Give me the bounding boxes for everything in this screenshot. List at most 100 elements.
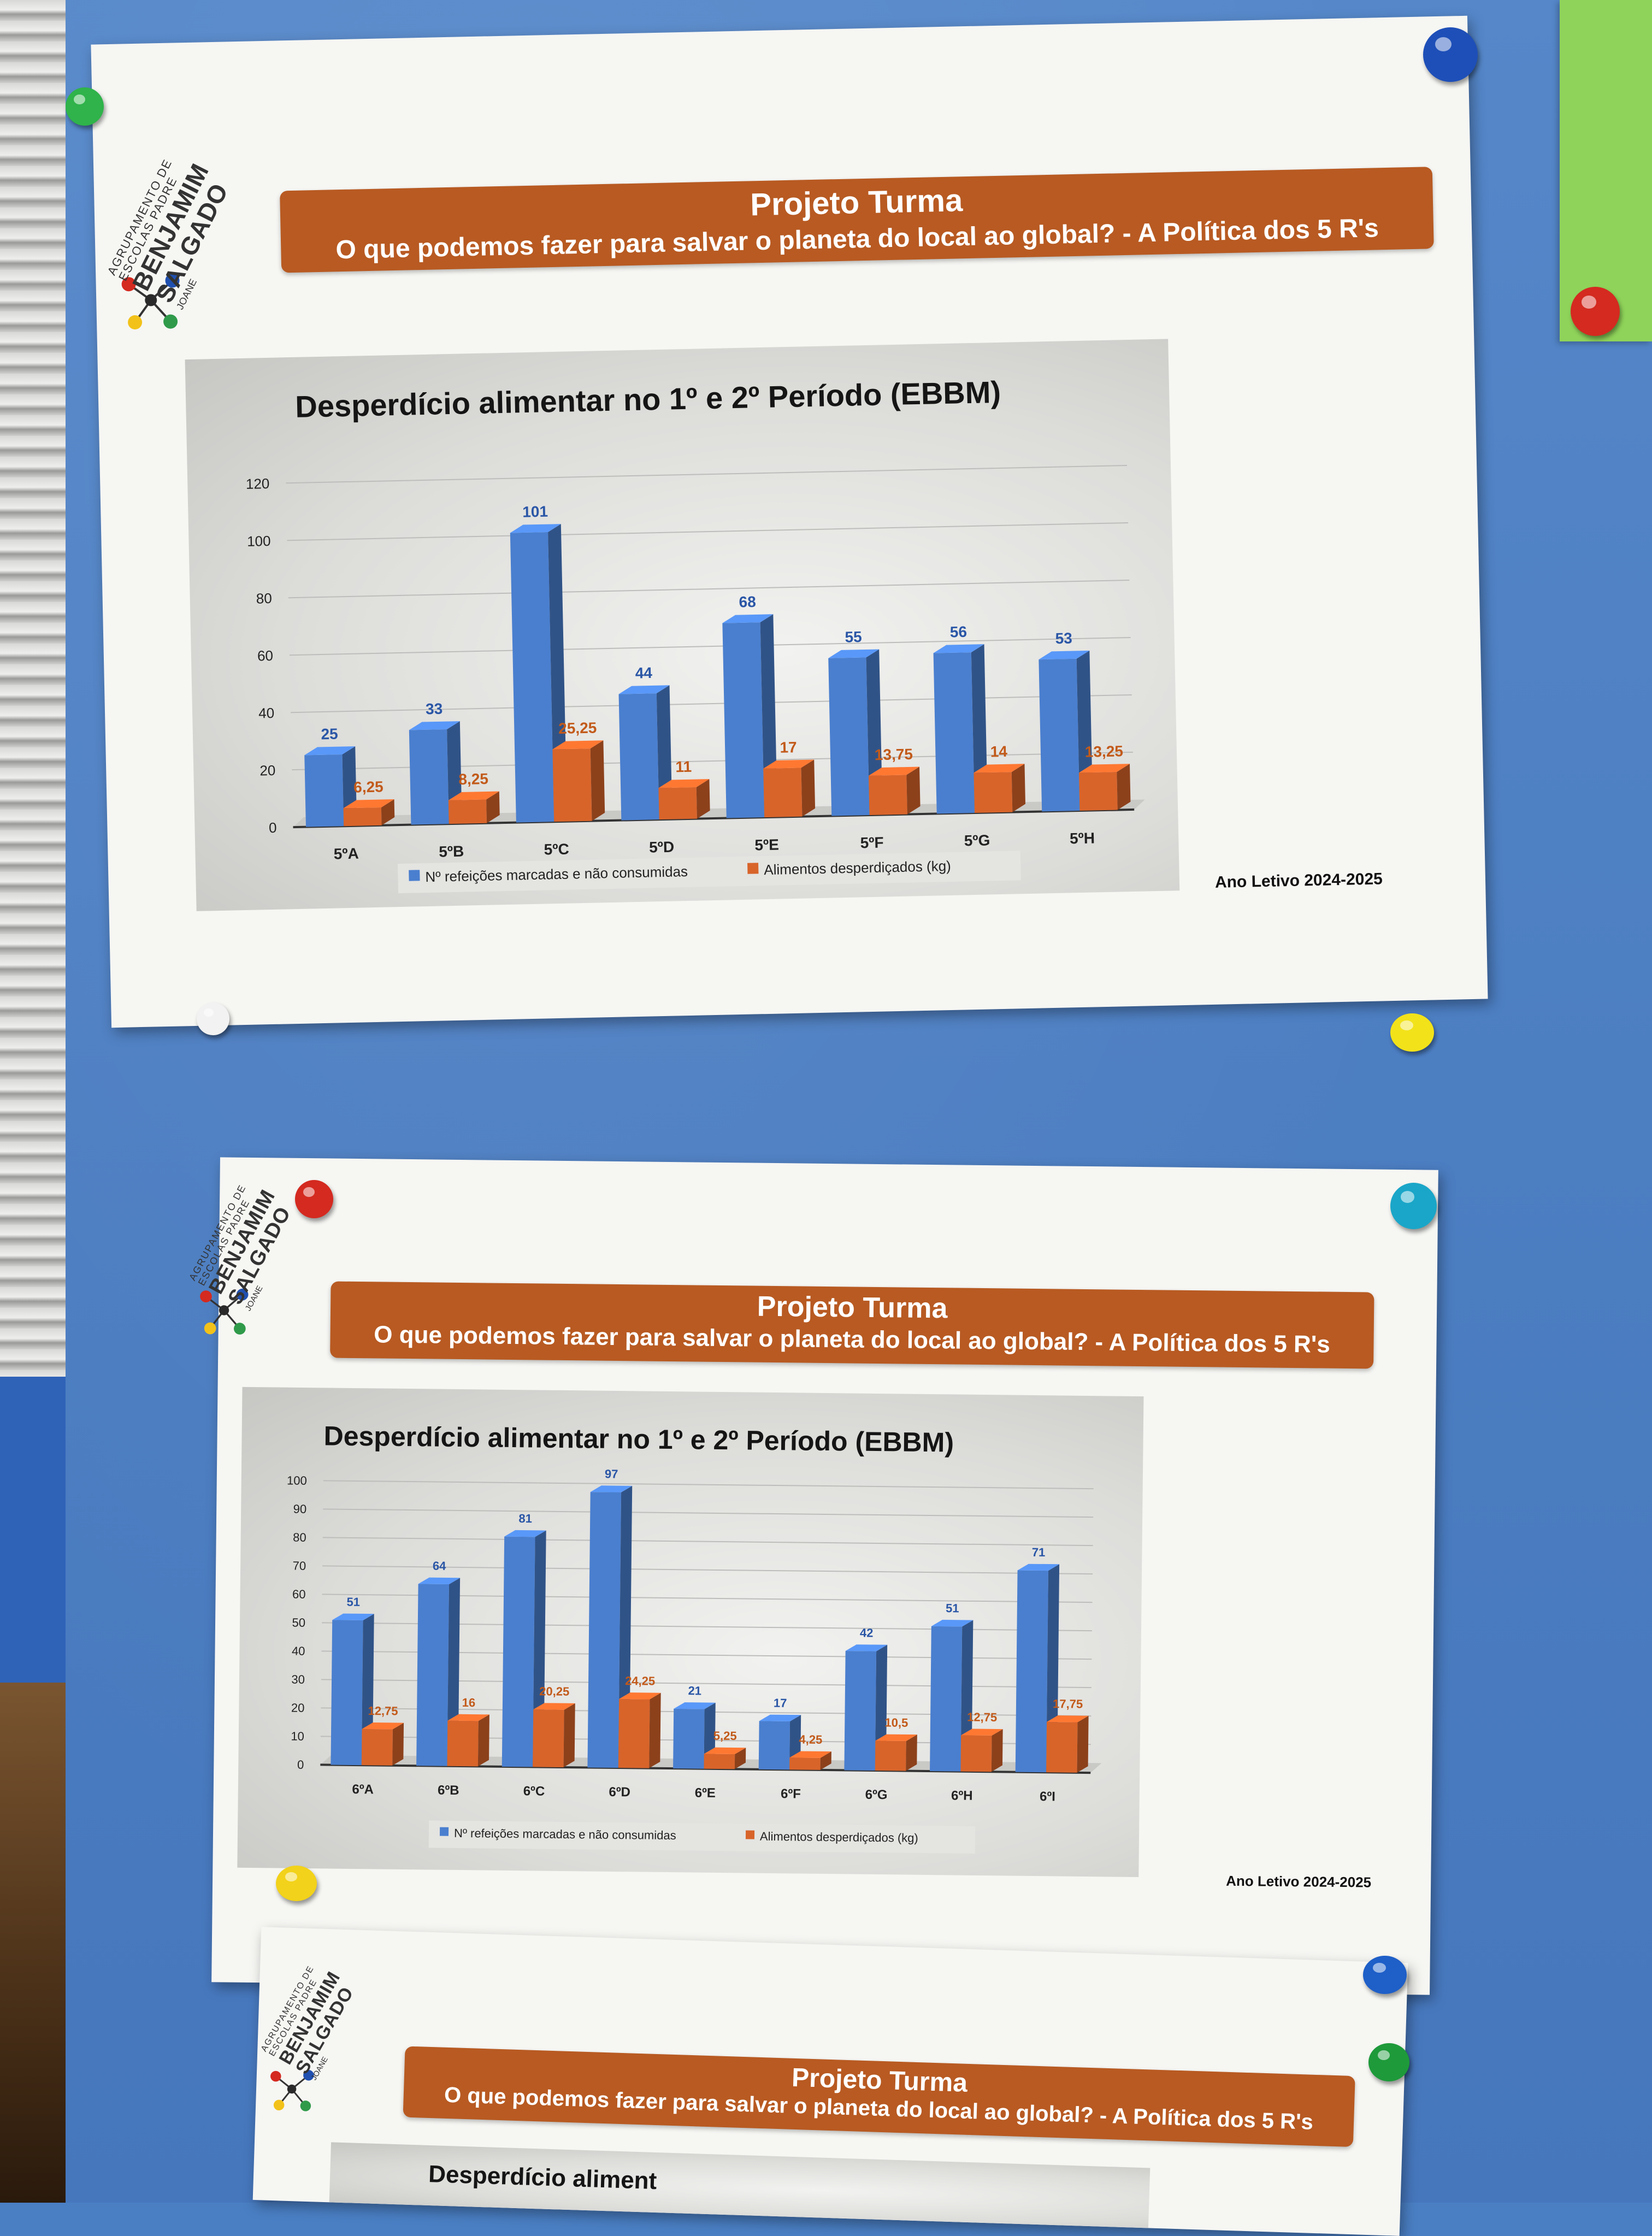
bar-meals	[587, 1492, 622, 1768]
x-category-label: 6ºE	[695, 1786, 716, 1801]
bar-food-waste-side	[649, 1692, 661, 1768]
bar-food-waste-top	[1079, 764, 1130, 773]
legend-swatch-food-waste	[745, 1830, 755, 1839]
bar-meals-top	[759, 1714, 801, 1721]
y-tick-label: 100	[247, 533, 271, 550]
legend-label-food-waste: Alimentos desperdiçados (kg)	[760, 1830, 918, 1845]
school-year: Ano Letivo 2024-2025	[1226, 1872, 1372, 1891]
legend-label-food-waste: Alimentos desperdiçados (kg)	[764, 858, 951, 878]
y-tick-label: 0	[297, 1758, 304, 1772]
data-label-meals: 21	[688, 1684, 701, 1697]
bar-meals-top	[933, 644, 984, 653]
bar-meals	[758, 1721, 790, 1770]
data-label-food-waste: 17,75	[1053, 1697, 1083, 1711]
bar-meals-top	[510, 524, 561, 533]
bar-meals-top	[304, 746, 356, 756]
bar-food-waste-side	[1011, 764, 1025, 812]
data-label-meals: 25	[321, 725, 338, 743]
bar-food-waste-side	[820, 1751, 831, 1770]
bar-food-waste	[960, 1735, 992, 1772]
legend-box	[397, 851, 1021, 894]
chart-panel-5th-grade: Desperdício alimentar no 1º e 2º Período…	[185, 339, 1180, 911]
y-tick-label: 60	[292, 1587, 306, 1601]
bar-food-waste	[658, 787, 697, 820]
project-banner: Projeto Turma O que podemos fazer para s…	[403, 2046, 1355, 2147]
bar-food-waste-side	[381, 799, 395, 825]
chart-title: Desperdício alimentar no 1º e 2º Período…	[323, 1420, 954, 1458]
bar-meals	[930, 1626, 963, 1772]
data-label-meals: 51	[946, 1601, 959, 1615]
data-label-food-waste: 8,25	[458, 770, 488, 788]
chart-panel-partial: Desperdício aliment	[329, 2142, 1150, 2228]
data-label-food-waste: 12,75	[368, 1704, 398, 1718]
x-category-label: 5ºB	[439, 843, 464, 860]
bar-food-waste-side	[991, 1729, 1003, 1772]
x-category-label: 5ºF	[860, 834, 884, 852]
data-label-meals: 51	[346, 1595, 360, 1609]
data-label-food-waste: 16	[462, 1696, 476, 1709]
school-logo: AGRUPAMENTO DE ESCOLAS PADRE BENJAMIM SA…	[104, 157, 261, 355]
gridline	[291, 694, 1132, 713]
x-category-label: 6ºA	[352, 1782, 374, 1797]
bar-food-waste-side	[734, 1748, 746, 1769]
bar-food-waste-side	[590, 740, 605, 821]
chart-panel-6th-grade: Desperdício alimentar no 1º e 2º Período…	[237, 1387, 1144, 1878]
bar-meals-top	[845, 1644, 888, 1651]
data-label-meals: 33	[426, 700, 443, 718]
bar-meals	[933, 652, 975, 814]
bar-meals	[409, 729, 449, 825]
data-label-meals: 53	[1055, 630, 1072, 647]
gridline	[323, 1508, 1094, 1518]
data-label-food-waste: 5,25	[713, 1729, 737, 1743]
bar-food-waste-top	[362, 1722, 404, 1730]
data-label-meals: 71	[1032, 1545, 1046, 1559]
bar-food-waste-top	[763, 759, 815, 769]
bar-meals-top	[504, 1530, 546, 1537]
push-pin	[1571, 287, 1620, 336]
bar-food-waste-top	[1047, 1715, 1089, 1722]
data-label-meals: 55	[845, 628, 862, 646]
bar-food-waste-side	[1117, 764, 1131, 810]
data-label-meals: 81	[518, 1512, 532, 1525]
bar-food-waste-side	[392, 1722, 404, 1766]
x-category-label: 6ºH	[951, 1788, 973, 1803]
y-tick-label: 70	[293, 1559, 306, 1572]
chart-floor	[293, 799, 1145, 828]
gridline	[322, 1537, 1093, 1547]
bar-food-waste-side	[477, 1714, 489, 1767]
bar-food-waste-side	[486, 791, 500, 823]
chart-title: Desperdício alimentar no 1º e 2º Período…	[295, 375, 1001, 424]
bar-food-waste-top	[875, 1734, 917, 1741]
bar-meals	[722, 622, 765, 818]
bar-food-waste-top	[447, 1714, 489, 1721]
data-label-meals: 17	[774, 1696, 787, 1710]
x-category-label: 6ºB	[438, 1783, 459, 1798]
x-category-label: 5ºC	[544, 841, 569, 858]
data-label-food-waste: 25,25	[558, 719, 597, 737]
data-label-meals: 101	[522, 503, 548, 521]
bar-food-waste	[552, 748, 592, 822]
bar-meals	[416, 1584, 449, 1766]
bar-food-waste-top	[552, 740, 604, 750]
bar-meals-top	[332, 1613, 374, 1620]
x-category-label: 6ºF	[781, 1786, 801, 1801]
data-label-food-waste: 13,75	[875, 746, 913, 763]
gridline	[286, 465, 1128, 484]
x-category-label: 6ºD	[609, 1785, 630, 1800]
bar-meals	[618, 693, 659, 821]
poster-partial: AGRUPAMENTO DE ESCOLAS PADRE BENJAMIM SA…	[252, 1927, 1408, 2236]
bar-food-waste-top	[789, 1751, 831, 1758]
y-tick-label: 50	[292, 1615, 305, 1629]
bar-food-waste-top	[448, 791, 499, 800]
bar-meals	[502, 1536, 535, 1767]
push-pin	[66, 87, 104, 126]
x-category-label: 5ºD	[649, 839, 675, 856]
bar-food-waste-top	[869, 766, 920, 776]
logo-molecule-icon	[121, 273, 180, 330]
bar-meals-top	[1017, 1564, 1060, 1571]
x-category-label: 5ºE	[754, 836, 779, 854]
bar-meals-top	[409, 721, 460, 730]
bar-meals	[1039, 658, 1080, 812]
bar-meals-top	[828, 649, 880, 658]
bar-meals	[304, 754, 344, 827]
